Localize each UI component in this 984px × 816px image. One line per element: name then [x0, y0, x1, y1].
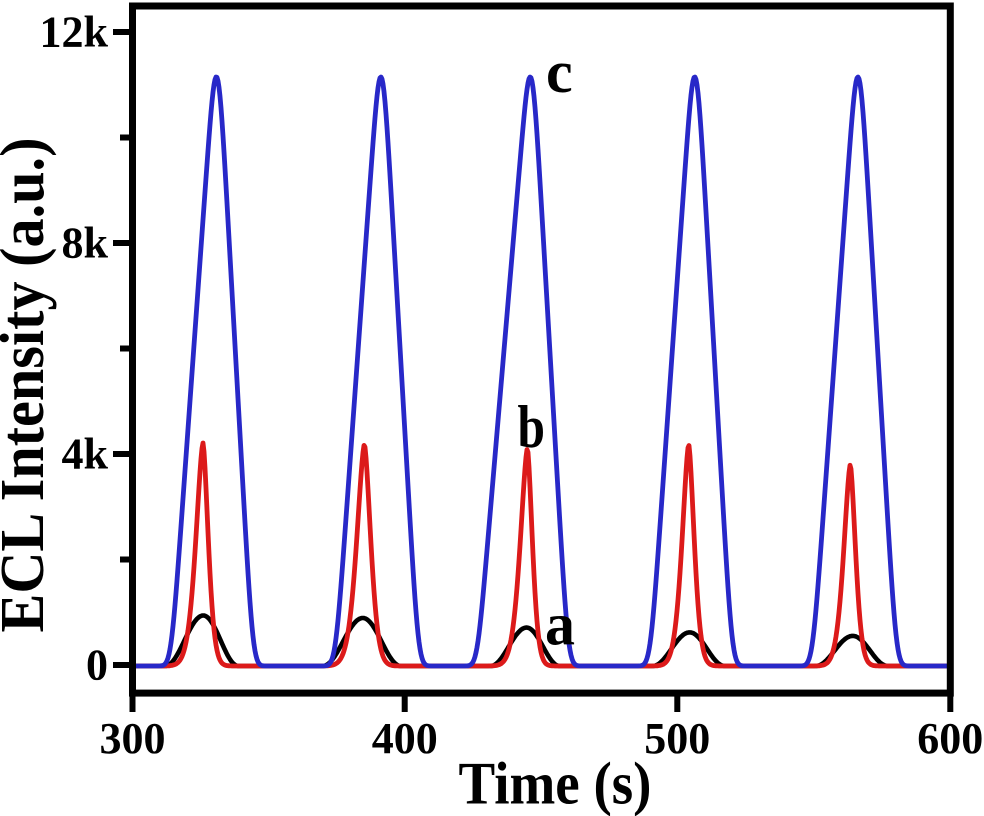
svg-text:4k: 4k: [62, 430, 109, 479]
svg-text:300: 300: [100, 714, 166, 763]
svg-text:12k: 12k: [40, 8, 109, 57]
svg-text:Time (s): Time (s): [459, 751, 652, 816]
svg-text:0: 0: [86, 641, 108, 690]
svg-text:ECL Intensity (a.u.): ECL Intensity (a.u.): [0, 138, 57, 633]
svg-text:500: 500: [644, 714, 710, 763]
svg-text:c: c: [546, 39, 573, 105]
svg-text:400: 400: [372, 714, 438, 763]
svg-text:600: 600: [917, 714, 983, 763]
svg-text:b: b: [518, 394, 546, 460]
svg-text:a: a: [545, 592, 575, 658]
svg-text:8k: 8k: [62, 219, 109, 268]
